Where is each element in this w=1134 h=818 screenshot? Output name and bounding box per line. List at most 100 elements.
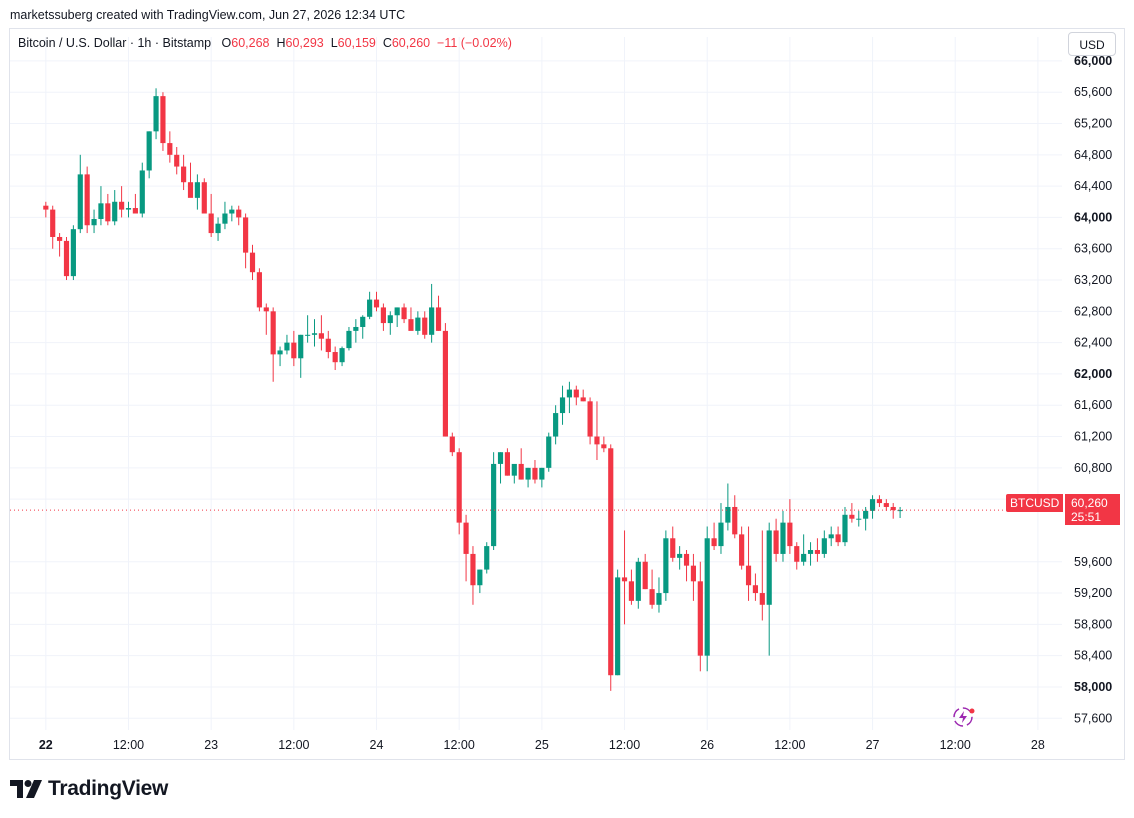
candle-down	[249, 244, 256, 281]
candle-body	[890, 506, 896, 511]
candle-down	[518, 448, 524, 480]
change-value: −11 (−0.02%)	[437, 36, 512, 50]
candle-body	[897, 510, 903, 512]
price-tick-label: 58,000	[1074, 680, 1112, 694]
candle-body	[132, 208, 138, 214]
candle-down	[456, 448, 462, 535]
candle-down	[594, 401, 600, 461]
candle-body	[539, 467, 545, 480]
candle-body	[284, 342, 290, 351]
candle-up	[353, 319, 359, 343]
tradingview-logo-icon	[10, 780, 42, 798]
candle-down	[711, 522, 717, 551]
candle-body	[408, 319, 414, 331]
candles	[43, 88, 903, 691]
candle-down	[160, 92, 166, 151]
candle-up	[339, 346, 345, 367]
candle-body	[553, 413, 559, 437]
candle-body	[456, 452, 462, 523]
candle-down	[318, 315, 324, 351]
candle-body	[325, 338, 331, 353]
candle-down	[408, 307, 414, 331]
candle-down	[739, 526, 745, 570]
candle-up	[346, 326, 352, 351]
candle-body	[57, 236, 63, 241]
candle-up	[284, 334, 290, 355]
candle-down	[256, 268, 262, 312]
candle-down	[470, 546, 476, 605]
candle-body	[229, 209, 235, 214]
candle-up	[539, 467, 545, 488]
candle-body	[546, 436, 552, 468]
candle-up	[801, 534, 807, 566]
candle-down	[794, 542, 800, 570]
candle-body	[739, 534, 745, 566]
candle-body	[615, 577, 621, 676]
candle-body	[346, 330, 352, 349]
candle-up	[222, 201, 228, 230]
price-tick-label: 65,200	[1074, 117, 1112, 131]
candle-body	[215, 223, 221, 234]
candle-body	[311, 333, 318, 335]
candle-body	[794, 546, 800, 562]
candle-down	[628, 569, 635, 605]
candle-body	[863, 510, 869, 519]
candle-body	[773, 530, 779, 554]
candle-body	[291, 342, 297, 359]
low-label: L	[330, 36, 338, 50]
candle-up	[856, 510, 862, 527]
open-value: 60,268	[231, 36, 270, 50]
candle-up	[387, 311, 393, 335]
time-tick-label: 26	[700, 738, 714, 752]
candle-up	[525, 467, 531, 488]
candle-up	[725, 483, 731, 531]
candle-body	[828, 534, 834, 539]
candle-up	[566, 381, 572, 414]
candle-body	[477, 569, 483, 586]
candle-body	[801, 553, 807, 562]
candle-down	[380, 303, 386, 331]
candle-up	[153, 88, 159, 140]
price-tick-label: 62,000	[1074, 367, 1112, 381]
candle-down	[890, 503, 896, 519]
candle-body	[422, 317, 428, 335]
price-tick-label: 58,400	[1074, 649, 1112, 663]
symbol-label[interactable]: Bitcoin / U.S. Dollar · 1h · Bitstamp	[18, 36, 212, 50]
candle-down	[463, 514, 469, 582]
candle-down	[105, 193, 111, 226]
price-tick-label: 63,600	[1074, 242, 1112, 256]
time-tick-label: 12:00	[774, 738, 805, 752]
candle-up	[298, 334, 304, 378]
candle-down	[532, 460, 538, 484]
last-price-value: 60,260	[1071, 496, 1108, 510]
candle-body	[442, 330, 448, 437]
candle-up	[77, 154, 83, 234]
candle-body	[587, 401, 593, 437]
candle-body	[160, 96, 166, 144]
candle-down	[580, 389, 586, 402]
candle-down	[587, 397, 593, 445]
candle-up	[511, 463, 517, 484]
candle-body	[690, 565, 697, 582]
candle-down	[270, 307, 276, 382]
candle-body	[63, 240, 70, 277]
candle-body	[429, 307, 435, 335]
grid-lines	[10, 37, 1062, 730]
candle-down	[773, 518, 779, 562]
candle-up	[842, 506, 848, 547]
low-value: 60,159	[337, 36, 376, 50]
candle-body	[201, 182, 207, 214]
candle-down	[373, 291, 380, 312]
currency-button[interactable]: USD	[1068, 32, 1116, 56]
candle-up	[491, 452, 497, 551]
candle-body	[153, 96, 159, 132]
lightning-icon[interactable]	[953, 707, 975, 727]
candle-body	[559, 397, 566, 414]
candle-down	[132, 193, 138, 214]
candle-down	[449, 432, 455, 457]
tradingview-logo[interactable]: TradingView	[10, 776, 168, 802]
bar-countdown: 25:51	[1071, 510, 1102, 524]
candle-body	[573, 389, 579, 398]
candle-up	[367, 291, 373, 320]
